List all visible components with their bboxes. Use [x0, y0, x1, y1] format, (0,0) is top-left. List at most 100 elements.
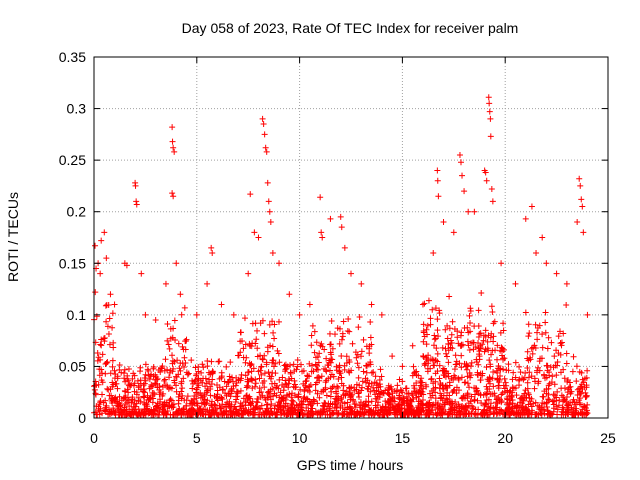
data-point — [162, 356, 169, 363]
data-point — [269, 249, 276, 256]
data-point — [564, 389, 571, 396]
data-point — [103, 318, 110, 325]
data-point — [320, 403, 327, 410]
data-point — [204, 357, 211, 364]
data-point — [103, 301, 110, 308]
data-point — [98, 366, 105, 373]
data-point — [326, 330, 333, 337]
data-point — [313, 339, 320, 346]
data-point — [365, 393, 372, 400]
data-point — [117, 401, 124, 408]
data-point — [503, 401, 510, 408]
data-point — [107, 370, 114, 377]
data-point — [98, 237, 105, 244]
data-point — [199, 361, 206, 368]
data-point — [150, 395, 157, 402]
data-point — [176, 365, 183, 372]
data-point — [222, 390, 229, 397]
data-point — [219, 396, 226, 403]
data-point — [261, 370, 268, 377]
data-point — [482, 169, 489, 176]
data-point — [96, 372, 103, 379]
data-point — [423, 326, 430, 333]
data-point — [227, 359, 234, 366]
data-point — [338, 336, 345, 343]
data-point — [334, 383, 341, 390]
data-point — [355, 374, 362, 381]
data-point — [583, 374, 590, 381]
data-point — [475, 372, 482, 379]
data-point — [511, 410, 518, 417]
data-point — [247, 362, 254, 369]
data-point — [108, 410, 115, 417]
data-point — [257, 394, 264, 401]
data-point — [528, 203, 535, 210]
data-point — [152, 376, 159, 383]
x-axis-title: GPS time / hours — [297, 457, 404, 473]
data-point — [356, 402, 363, 409]
data-point — [170, 193, 177, 200]
data-point — [348, 392, 355, 399]
data-point — [352, 404, 359, 411]
data-point — [335, 376, 342, 383]
data-point — [142, 411, 149, 418]
data-point — [150, 389, 157, 396]
data-point — [207, 392, 214, 399]
data-point — [469, 406, 476, 413]
data-point — [422, 404, 429, 411]
data-point — [282, 366, 289, 373]
data-point — [400, 410, 407, 417]
data-point — [254, 327, 261, 334]
data-point — [109, 399, 116, 406]
data-point — [219, 401, 226, 408]
data-point — [368, 369, 375, 376]
data-point — [180, 363, 187, 370]
data-point — [363, 398, 370, 405]
data-point — [487, 380, 493, 387]
data-point — [265, 198, 272, 205]
data-point — [488, 186, 495, 193]
data-point — [270, 363, 277, 370]
data-point — [264, 344, 271, 351]
data-point — [492, 404, 499, 411]
data-point — [394, 382, 401, 389]
data-point — [164, 337, 171, 344]
data-point — [173, 410, 180, 417]
data-point — [399, 389, 406, 396]
data-point — [446, 379, 453, 386]
data-point — [328, 317, 335, 324]
data-point — [508, 394, 515, 401]
data-point — [378, 406, 385, 413]
data-point — [312, 387, 319, 394]
data-point — [534, 329, 541, 336]
data-point — [189, 398, 196, 405]
data-point — [475, 345, 482, 352]
data-point — [338, 224, 345, 231]
data-point — [450, 376, 457, 383]
data-point — [468, 372, 475, 379]
data-point — [276, 260, 283, 267]
data-point — [208, 380, 215, 387]
data-point — [420, 338, 427, 345]
data-point — [332, 331, 338, 338]
data-point — [261, 131, 268, 138]
data-point — [125, 382, 132, 389]
data-point — [517, 369, 524, 376]
data-point — [182, 338, 189, 345]
data-point — [300, 380, 307, 387]
data-point — [529, 350, 536, 357]
data-point — [467, 398, 474, 405]
data-point — [94, 357, 101, 364]
data-point — [421, 360, 428, 367]
data-point — [161, 377, 168, 384]
data-point — [522, 215, 529, 222]
data-point — [259, 355, 266, 362]
data-point — [200, 364, 207, 371]
data-point — [523, 406, 530, 413]
data-point — [263, 401, 270, 408]
x-tick-label: 15 — [395, 430, 411, 446]
data-point — [146, 376, 153, 383]
data-point — [571, 399, 578, 406]
data-point — [396, 376, 403, 383]
data-point — [505, 361, 512, 368]
